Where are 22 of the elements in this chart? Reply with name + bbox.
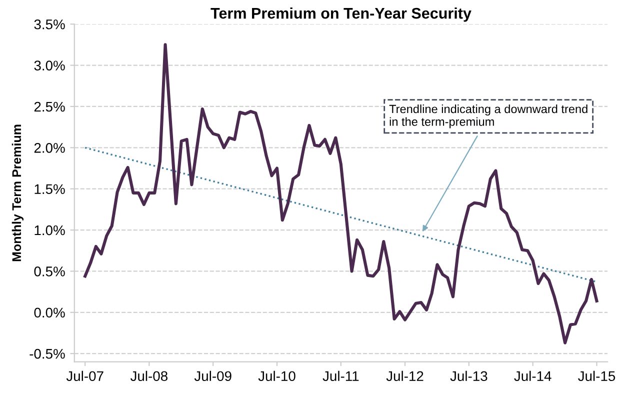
x-tick-label: Jul-13 <box>450 370 488 382</box>
y-tick-label: 0.5% <box>34 266 65 276</box>
x-tick-label: Jul-07 <box>66 370 104 382</box>
x-tick-label: Jul-12 <box>386 370 424 382</box>
x-tick-label: Jul-08 <box>130 370 168 382</box>
y-tick-label: 2.5% <box>34 102 65 112</box>
y-tick-label: 3.0% <box>34 60 65 70</box>
y-axis-title: Monthly Term Premium <box>12 124 24 262</box>
x-tick-label: Jul-10 <box>258 370 296 382</box>
y-tick-label: 1.5% <box>34 184 65 194</box>
x-tick-label: Jul-14 <box>514 370 552 382</box>
y-tick-label: 0.0% <box>34 308 65 318</box>
y-tick-label: -0.5% <box>30 348 65 359</box>
chart-title: Term Premium on Ten-Year Security <box>210 7 472 22</box>
y-tick-label: 1.0% <box>34 225 65 236</box>
x-tick-label: Jul-15 <box>578 370 616 382</box>
x-tick-label: Jul-11 <box>322 370 359 382</box>
y-tick-label: 3.5% <box>34 19 65 30</box>
line-series <box>84 43 598 344</box>
x-tick-label: Jul-09 <box>194 370 232 382</box>
annotation: Trendline indicating a downward trend in the term-premium <box>389 104 588 128</box>
y-tick-label: 2.0% <box>34 142 65 153</box>
